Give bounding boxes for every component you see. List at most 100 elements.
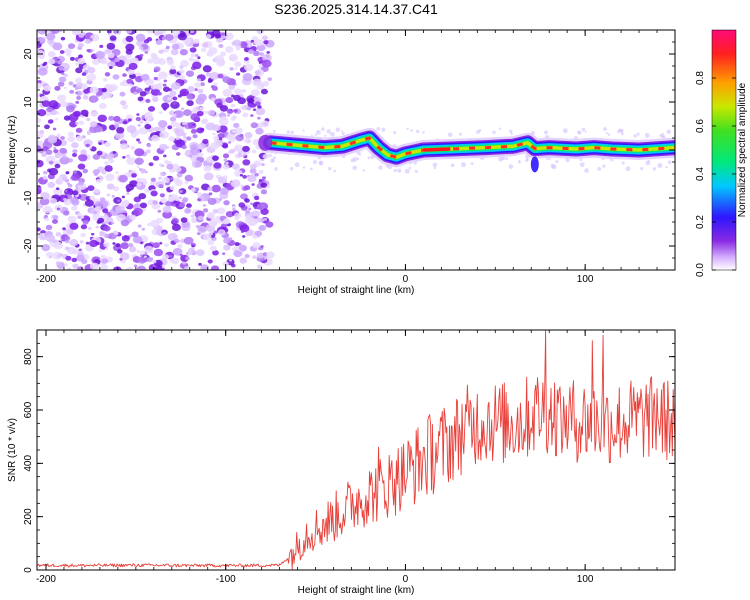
noise-speckle <box>182 121 187 126</box>
signal-speckle <box>324 134 327 137</box>
noise-speckle <box>76 82 83 88</box>
noise-speckle <box>222 76 231 83</box>
signal-speckle <box>647 159 650 163</box>
noise-speckle <box>37 118 42 123</box>
noise-speckle <box>125 43 135 51</box>
noise-speckle <box>242 175 247 179</box>
noise-speckle <box>137 140 142 144</box>
signal-speckle <box>404 168 410 174</box>
noise-speckle <box>144 121 149 125</box>
noise-speckle <box>196 249 205 256</box>
noise-speckle <box>255 127 264 135</box>
noise-speckle <box>219 105 229 112</box>
signal-speckle <box>415 129 420 134</box>
noise-speckle <box>133 207 143 216</box>
noise-speckle <box>85 241 90 245</box>
noise-speckle <box>67 135 76 143</box>
signal-speckle <box>579 158 583 162</box>
noise-speckle <box>116 249 123 254</box>
noise-speckle <box>103 242 110 248</box>
noise-speckle <box>207 239 215 246</box>
signal-speckle <box>294 162 300 168</box>
noise-speckle <box>95 241 100 246</box>
noise-speckle <box>255 101 261 106</box>
signal-speckle <box>584 130 587 133</box>
noise-speckle <box>223 244 231 251</box>
noise-speckle <box>130 145 136 150</box>
noise-speckle <box>48 160 54 165</box>
noise-speckle <box>200 119 208 125</box>
noise-speckle <box>130 132 138 138</box>
noise-speckle <box>187 251 192 256</box>
noise-speckle <box>76 95 82 100</box>
noise-speckle <box>166 59 175 66</box>
noise-speckle <box>119 91 126 97</box>
noise-speckle <box>89 195 95 201</box>
noise-speckle <box>76 135 84 142</box>
noise-speckle <box>244 57 249 61</box>
noise-speckle <box>257 105 262 109</box>
signal-speckle <box>667 160 672 165</box>
signal-speckle <box>644 132 650 138</box>
signal-speckle <box>621 161 625 165</box>
noise-speckle <box>131 231 139 238</box>
signal-speckle <box>605 131 608 135</box>
signal-speckle <box>356 157 360 160</box>
colorbar-gradient <box>711 29 737 271</box>
noise-speckle <box>162 83 167 87</box>
noise-speckle <box>115 205 125 214</box>
noise-speckle <box>148 162 154 167</box>
noise-speckle <box>98 248 103 252</box>
signal-speckle <box>636 132 640 136</box>
snr-ytick-label: 600 <box>23 401 34 418</box>
noise-speckle <box>86 130 91 133</box>
noise-speckle <box>186 136 192 141</box>
noise-speckle <box>110 221 115 225</box>
noise-speckle <box>95 50 106 59</box>
noise-speckle <box>106 183 115 190</box>
signal-speckle <box>652 167 657 171</box>
noise-speckle <box>82 219 89 225</box>
noise-speckle <box>218 43 224 48</box>
noise-speckle <box>169 177 174 181</box>
noise-speckle <box>92 169 100 175</box>
noise-speckle <box>77 215 82 219</box>
noise-speckle <box>125 35 134 42</box>
noise-speckle <box>197 198 202 202</box>
noise-speckle <box>112 186 120 192</box>
noise-speckle <box>56 133 61 137</box>
noise-speckle <box>90 232 95 236</box>
noise-speckle <box>37 37 46 44</box>
noise-speckle <box>64 263 68 267</box>
signal-speckle <box>492 130 496 135</box>
noise-speckle <box>139 120 144 124</box>
signal-speckle <box>327 166 332 171</box>
noise-speckle <box>75 67 83 74</box>
noise-speckle <box>71 152 78 157</box>
noise-speckle <box>197 225 207 234</box>
noise-speckle <box>147 222 152 227</box>
signal-speckle <box>341 131 345 135</box>
noise-speckle <box>212 250 219 256</box>
noise-speckle <box>225 46 234 53</box>
noise-speckle <box>169 116 177 122</box>
noise-speckle <box>57 81 65 87</box>
noise-speckle <box>92 153 101 160</box>
noise-speckle <box>59 100 68 108</box>
noise-speckle <box>55 261 62 266</box>
noise-speckle <box>234 67 238 70</box>
noise-speckle <box>225 210 234 218</box>
noise-speckle <box>106 30 112 34</box>
spectrogram-xtick-label: -100 <box>216 274 236 285</box>
noise-speckle <box>135 116 141 122</box>
noise-speckle <box>241 89 246 93</box>
noise-speckle <box>120 242 129 250</box>
noise-speckle <box>48 58 56 65</box>
noise-speckle <box>136 113 140 116</box>
noise-speckle <box>157 120 168 128</box>
noise-speckle <box>67 215 77 223</box>
noise-speckle <box>59 147 68 154</box>
signal-speckle <box>620 132 624 136</box>
noise-speckle <box>152 96 159 103</box>
